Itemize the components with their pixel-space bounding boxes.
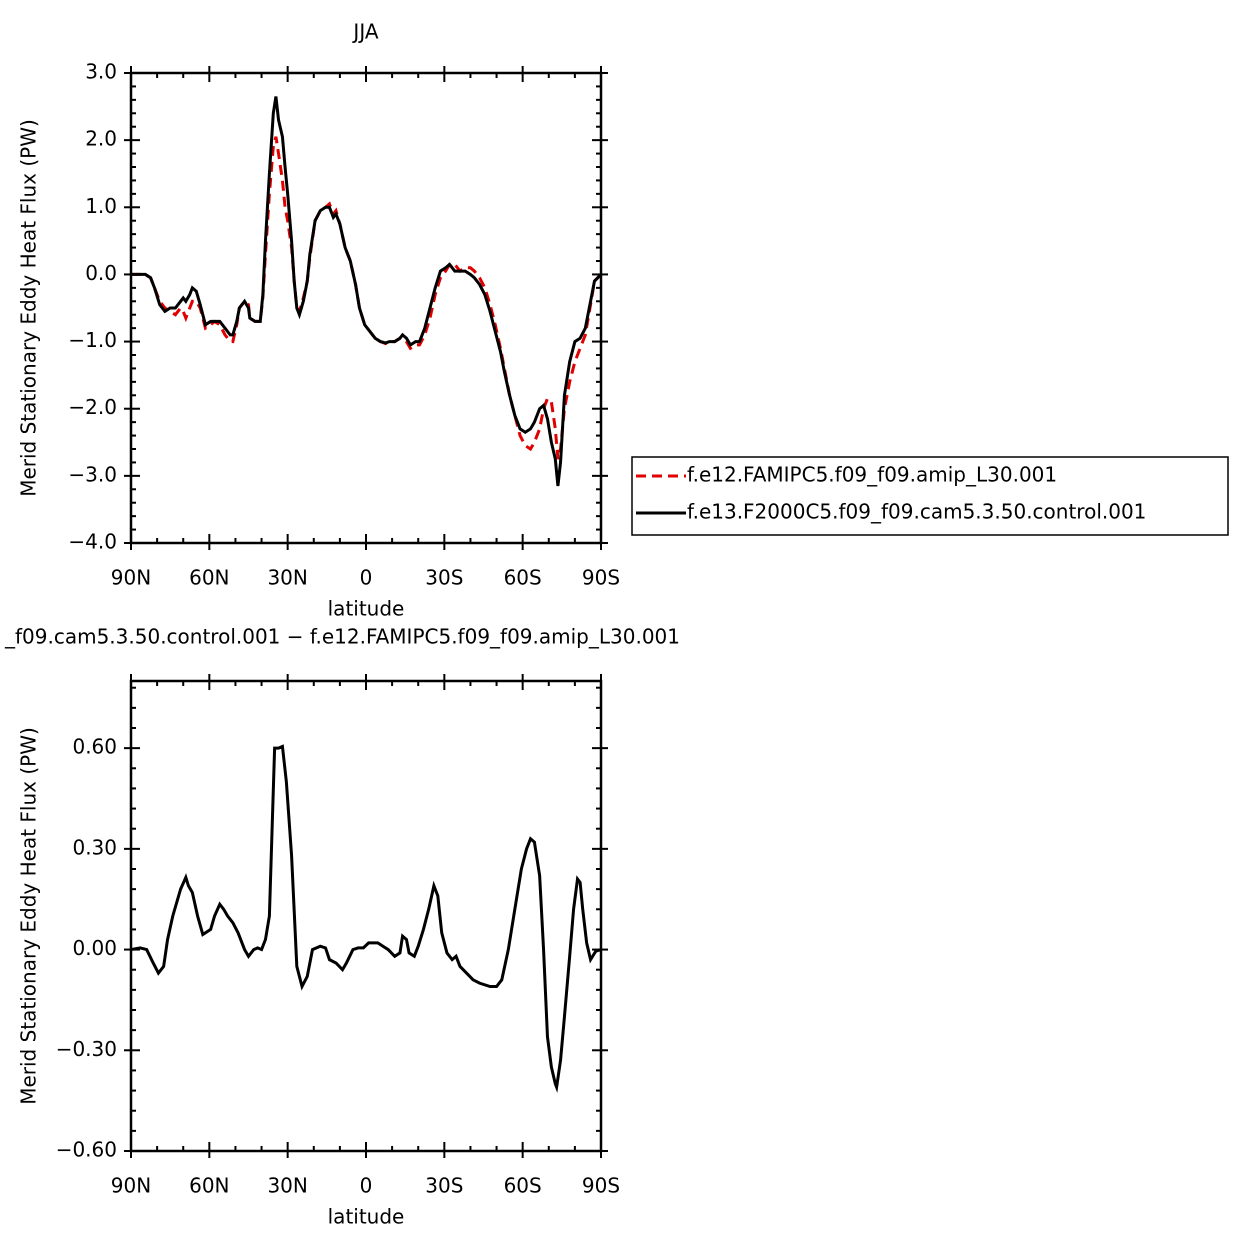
y-tick-label: 0.30	[72, 835, 117, 859]
chart-title: JJA	[351, 20, 378, 44]
y-tick-label: 0.0	[85, 261, 117, 285]
x-tick-label: 90N	[111, 1174, 151, 1198]
legend-box	[631, 456, 1229, 536]
y-tick-label: 1.0	[85, 194, 117, 218]
x-tick-label: 90N	[111, 566, 151, 590]
y-axis-label: Merid Stationary Eddy Heat Flux (PW)	[17, 119, 41, 497]
x-tick-label: 60N	[189, 566, 229, 590]
x-tick-label: 30S	[425, 1174, 463, 1198]
y-axis-label: Merid Stationary Eddy Heat Flux (PW)	[17, 727, 41, 1105]
y-tick-label: −2.0	[68, 395, 117, 419]
plot-frame	[129, 679, 603, 1153]
y-tick-label: −1.0	[68, 328, 117, 352]
x-tick-label: 90S	[582, 566, 620, 590]
y-tick-label: −0.30	[56, 1037, 117, 1061]
y-tick-label: −3.0	[68, 462, 117, 486]
series-line	[131, 136, 603, 460]
x-tick-label: 0	[360, 566, 373, 590]
legend-label: f.e13.F2000C5.f09_f09.cam5.3.50.control.…	[687, 500, 1146, 524]
x-tick-label: 30N	[267, 566, 307, 590]
series-line	[131, 96, 603, 487]
series-line	[130, 744, 602, 1094]
x-axis-label: latitude	[328, 597, 405, 621]
y-tick-label: 0.00	[72, 936, 117, 960]
x-tick-label: 30S	[425, 566, 463, 590]
x-tick-label: 60N	[189, 1174, 229, 1198]
plot-frame	[129, 71, 603, 545]
x-tick-label: 0	[360, 1174, 373, 1198]
y-tick-label: 3.0	[85, 60, 117, 84]
x-tick-label: 60S	[504, 566, 542, 590]
x-axis-label: latitude	[328, 1205, 405, 1229]
legend-label: f.e12.FAMIPC5.f09_f09.amip_L30.001	[687, 463, 1057, 487]
chart-title: _f09.cam5.3.50.control.001 − f.e12.FAMIP…	[4, 625, 680, 649]
x-tick-label: 30N	[267, 1174, 307, 1198]
y-tick-label: 0.60	[72, 735, 117, 759]
y-tick-label: −0.60	[56, 1138, 117, 1162]
y-tick-label: 2.0	[85, 127, 117, 151]
y-tick-label: −4.0	[68, 530, 117, 554]
x-tick-label: 60S	[504, 1174, 542, 1198]
x-tick-label: 90S	[582, 1174, 620, 1198]
